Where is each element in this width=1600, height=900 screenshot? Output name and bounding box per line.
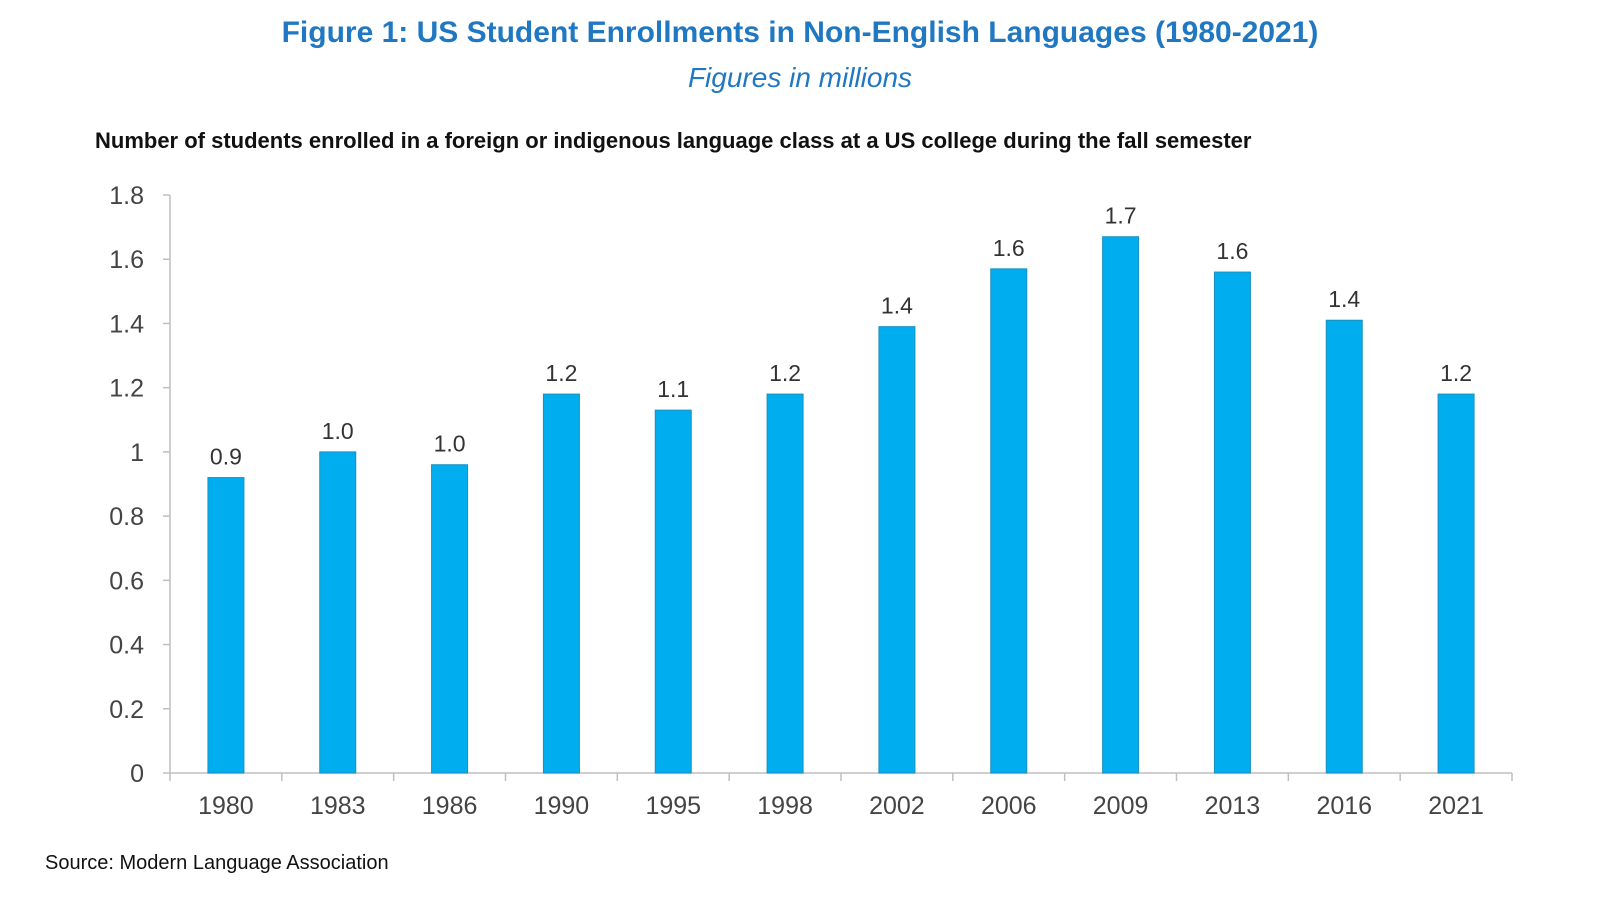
data-label-1998: 1.2 [769,360,801,386]
y-tick-label: 0.8 [109,503,144,531]
data-label-1983: 1.0 [322,418,354,444]
x-tick-label: 2016 [1316,792,1372,820]
y-tick-label: 0 [130,760,144,788]
data-label-2013: 1.6 [1216,238,1248,264]
x-tick-label: 1986 [422,792,478,820]
figure-title: Figure 1: US Student Enrollments in Non-… [281,16,1319,49]
bar-1983 [319,451,357,774]
bar-1995 [654,409,692,774]
data-label-2016: 1.4 [1328,286,1360,312]
x-tick-label: 2002 [869,792,925,820]
x-tick-label: 1990 [534,792,590,820]
x-tick-label: 2021 [1428,792,1484,820]
x-tick-label: 1995 [645,792,701,820]
bar-2002 [878,326,916,774]
bar-2006 [990,268,1028,774]
x-axis: 1980 1983 1986 1990 1995 1998 2002 2006 2009 2013… [169,772,1513,820]
data-label-2021: 1.2 [1440,360,1472,386]
y-tick-label: 0.4 [109,632,144,660]
x-tick-label: 1998 [757,792,813,820]
y-tick-label: 0.6 [109,567,144,595]
bar-2016 [1325,319,1363,774]
data-label-1990: 1.2 [545,360,577,386]
data-label-2009: 1.7 [1105,203,1137,229]
data-label-1995: 1.1 [657,376,689,402]
bar-1980 [207,477,245,774]
bar-1990 [542,393,580,774]
x-tick-label: 1983 [310,792,366,820]
y-tick-label: 1.2 [109,375,144,403]
bar-1998 [766,393,804,774]
x-tick-label: 2006 [981,792,1037,820]
data-label-1980: 0.9 [210,444,242,470]
chart-title: Number of students enrolled in a foreign… [95,128,1252,153]
data-label-2006: 1.6 [993,235,1025,261]
y-tick-label: 0.2 [109,696,144,724]
y-axis: 0 0.2 0.4 0.6 0.8 1 1.2 1.4 1.6 1.8 [109,182,171,788]
data-label-1986: 1.0 [434,431,466,457]
data-labels: 0.9 1.0 1.0 1.2 1.1 1.2 1.4 1.6 1.7 1.6 1.4 1.2 [210,203,1472,470]
bars [207,236,1475,774]
bar-2021 [1437,393,1475,774]
source-note: Source: Modern Language Association [45,852,389,874]
bar-2009 [1102,236,1140,774]
bar-1986 [431,464,469,774]
bar-2013 [1213,271,1251,774]
y-tick-label: 1 [130,439,144,467]
x-tick-label: 1980 [198,792,254,820]
y-tick-label: 1.8 [109,182,144,210]
x-tick-label: 2013 [1205,792,1261,820]
figure-subtitle: Figures in millions [687,62,913,93]
data-label-2002: 1.4 [881,293,913,319]
y-tick-label: 1.4 [109,310,144,338]
y-tick-label: 1.6 [109,246,144,274]
x-tick-label: 2009 [1093,792,1149,820]
